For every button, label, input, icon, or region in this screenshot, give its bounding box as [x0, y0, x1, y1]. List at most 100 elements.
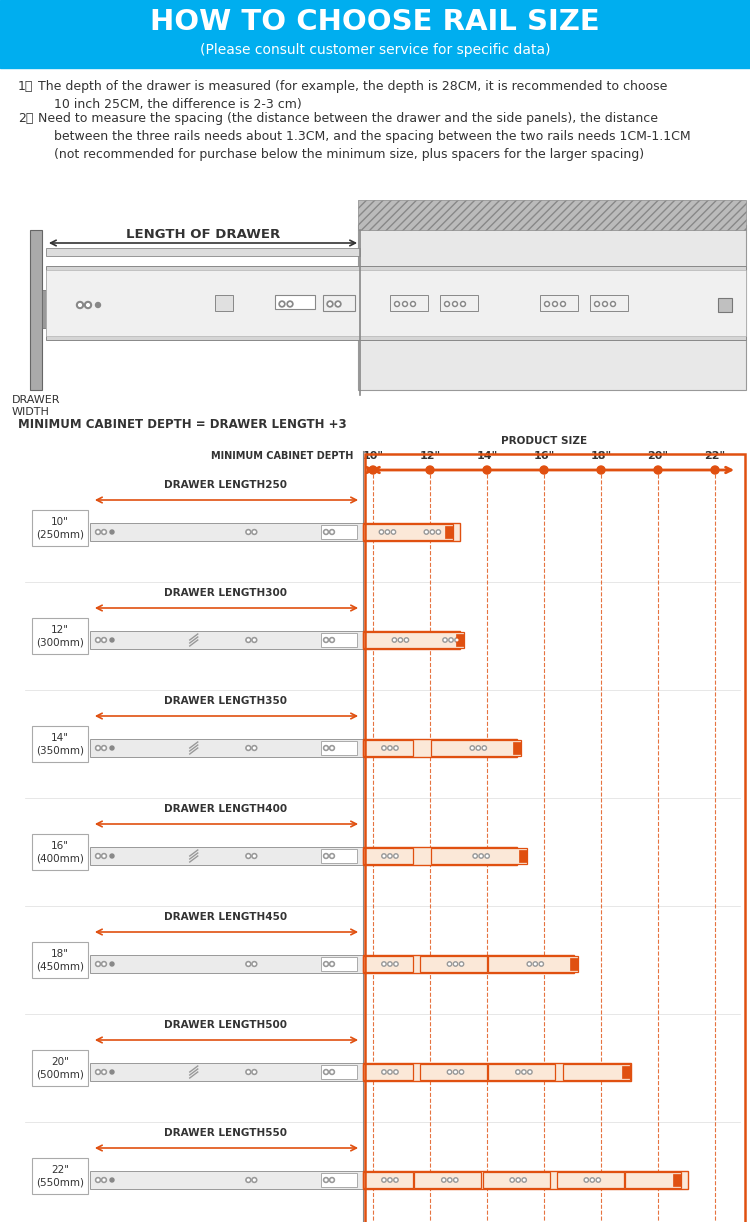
- Bar: [321, 957, 357, 971]
- Circle shape: [442, 638, 447, 643]
- Bar: [90, 1063, 363, 1081]
- Circle shape: [590, 1178, 595, 1182]
- Circle shape: [487, 855, 488, 857]
- Circle shape: [604, 303, 606, 306]
- Circle shape: [452, 302, 458, 307]
- Circle shape: [383, 855, 385, 857]
- Bar: [562, 1064, 629, 1080]
- Circle shape: [323, 1069, 328, 1074]
- Circle shape: [332, 963, 333, 965]
- Bar: [556, 1172, 624, 1188]
- Text: 20"
(500mm): 20" (500mm): [36, 1057, 84, 1079]
- Circle shape: [289, 303, 291, 306]
- Circle shape: [329, 962, 334, 967]
- Circle shape: [369, 466, 377, 474]
- Circle shape: [254, 532, 255, 533]
- Text: DRAWER LENGTH500: DRAWER LENGTH500: [164, 1020, 287, 1030]
- Circle shape: [448, 1072, 450, 1073]
- Circle shape: [110, 530, 114, 534]
- Circle shape: [382, 1069, 386, 1074]
- Circle shape: [529, 963, 530, 965]
- Circle shape: [101, 638, 106, 643]
- Circle shape: [389, 1179, 391, 1180]
- Circle shape: [395, 963, 397, 965]
- Text: 18": 18": [590, 451, 611, 461]
- Circle shape: [95, 529, 100, 534]
- Circle shape: [246, 638, 250, 643]
- Circle shape: [654, 466, 662, 474]
- Bar: [46, 270, 746, 336]
- Bar: [90, 1171, 363, 1189]
- Circle shape: [442, 1178, 446, 1182]
- Bar: [570, 958, 578, 970]
- Circle shape: [101, 853, 106, 859]
- Circle shape: [326, 639, 327, 640]
- Circle shape: [98, 532, 99, 533]
- Bar: [363, 1171, 688, 1189]
- Circle shape: [403, 302, 407, 307]
- Circle shape: [394, 854, 398, 858]
- Circle shape: [101, 1178, 106, 1183]
- Circle shape: [394, 639, 395, 640]
- Circle shape: [329, 745, 334, 750]
- Circle shape: [562, 303, 564, 306]
- Circle shape: [98, 747, 99, 749]
- Text: MINIMUM CABINET DEPTH: MINIMUM CABINET DEPTH: [211, 451, 353, 461]
- Circle shape: [252, 638, 257, 643]
- Circle shape: [453, 962, 458, 967]
- Bar: [30, 230, 42, 390]
- Circle shape: [389, 1072, 391, 1073]
- Circle shape: [323, 853, 328, 859]
- Bar: [513, 742, 521, 754]
- Circle shape: [395, 855, 397, 857]
- Circle shape: [329, 638, 334, 643]
- Circle shape: [254, 1072, 255, 1073]
- Circle shape: [252, 1178, 257, 1183]
- Bar: [431, 741, 521, 756]
- Circle shape: [398, 638, 403, 643]
- Circle shape: [425, 532, 427, 533]
- Circle shape: [280, 303, 284, 306]
- Circle shape: [110, 1178, 114, 1182]
- Bar: [42, 290, 46, 327]
- Circle shape: [101, 1069, 106, 1074]
- Bar: [363, 741, 413, 756]
- Circle shape: [443, 1179, 445, 1180]
- Circle shape: [329, 853, 334, 859]
- Circle shape: [454, 303, 456, 306]
- Text: 16"
(400mm): 16" (400mm): [36, 841, 84, 863]
- Circle shape: [101, 962, 106, 967]
- Circle shape: [544, 302, 550, 307]
- Bar: [590, 295, 628, 312]
- Circle shape: [103, 855, 105, 857]
- Circle shape: [460, 302, 466, 307]
- Circle shape: [328, 303, 332, 306]
- Circle shape: [389, 747, 391, 749]
- FancyBboxPatch shape: [32, 510, 88, 546]
- Circle shape: [460, 963, 462, 965]
- Circle shape: [454, 1072, 456, 1073]
- Circle shape: [252, 745, 257, 750]
- Circle shape: [456, 639, 458, 640]
- Bar: [363, 739, 517, 756]
- Circle shape: [485, 854, 489, 858]
- FancyBboxPatch shape: [32, 726, 88, 763]
- Circle shape: [437, 532, 439, 533]
- Bar: [321, 1173, 357, 1187]
- Circle shape: [524, 1072, 525, 1073]
- Circle shape: [329, 529, 334, 534]
- Bar: [365, 455, 745, 1222]
- Circle shape: [246, 962, 250, 967]
- Circle shape: [478, 747, 479, 749]
- Bar: [90, 631, 363, 649]
- Circle shape: [98, 1072, 99, 1073]
- Circle shape: [95, 638, 100, 643]
- Circle shape: [518, 1072, 519, 1073]
- Circle shape: [711, 466, 719, 474]
- Circle shape: [103, 963, 105, 965]
- Circle shape: [110, 1070, 114, 1074]
- Circle shape: [393, 532, 394, 533]
- Circle shape: [95, 745, 100, 750]
- Bar: [445, 525, 453, 538]
- Circle shape: [103, 1179, 105, 1180]
